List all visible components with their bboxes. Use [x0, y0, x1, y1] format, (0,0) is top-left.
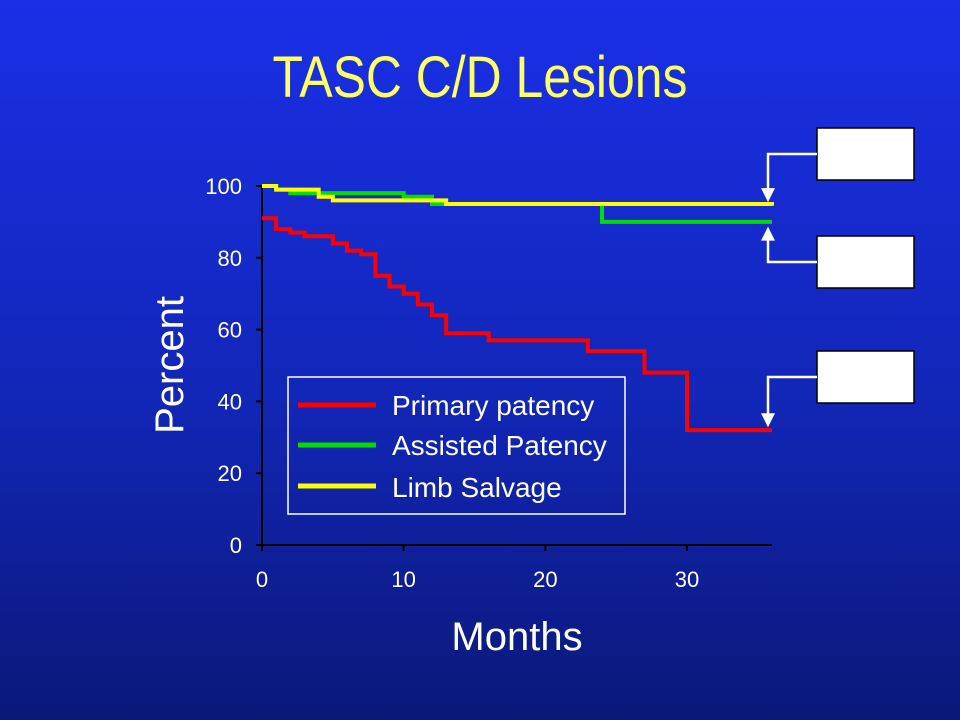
chart-legend: Primary patency Assisted Patency Limb Sa… — [287, 376, 626, 515]
chart-axes: 0 20 40 60 80 100 0 10 20 30 — [205, 174, 772, 592]
callout-94-4pct-connector — [766, 152, 817, 191]
legend-label-assisted-patency: Assisted Patency — [392, 430, 607, 461]
y-tick-label: 100 — [205, 174, 242, 199]
x-tick-label: 10 — [391, 567, 415, 592]
callout-31-7pct-arrowhead — [761, 413, 775, 428]
chart-callouts: 94.4% 89.8% 31.7% — [761, 127, 915, 428]
x-tick-label: 30 — [675, 567, 699, 592]
y-tick-label: 20 — [218, 461, 242, 486]
legend-label-limb-salvage: Limb Salvage — [392, 472, 562, 503]
y-tick-label: 0 — [230, 533, 242, 558]
legend-label-primary-patency: Primary patency — [392, 390, 594, 421]
callout-31-7pct-connector — [766, 375, 817, 416]
y-axis-title: Percent — [148, 296, 192, 434]
callout-89-8pct-box — [816, 235, 915, 289]
callout-94-4pct-box — [816, 127, 915, 181]
legend-box — [287, 376, 626, 515]
callout-94-4pct-arrowhead — [761, 188, 775, 203]
callout-89-8pct-label: 89.8% — [834, 250, 896, 275]
chart-series-layer — [262, 184, 774, 433]
callout-31-7pct-label: 31.7% — [834, 365, 896, 390]
callout-31-7pct-box — [816, 350, 915, 404]
x-axis-title: Months — [451, 615, 582, 659]
y-tick-label: 80 — [218, 246, 242, 271]
x-tick-label: 20 — [533, 567, 557, 592]
series-line-primary-patency — [262, 216, 772, 433]
callout-89-8pct-connector — [766, 238, 817, 264]
callout-89-8pct-arrowhead — [761, 226, 775, 241]
callout-94-4pct-label: 94.4% — [834, 142, 896, 167]
x-tick-label: 0 — [256, 567, 268, 592]
slide-title: TASC C/D Lesions — [272, 45, 688, 110]
y-tick-label: 40 — [218, 389, 242, 414]
series-line-limb-salvage — [262, 184, 774, 206]
y-tick-label: 60 — [218, 318, 242, 343]
